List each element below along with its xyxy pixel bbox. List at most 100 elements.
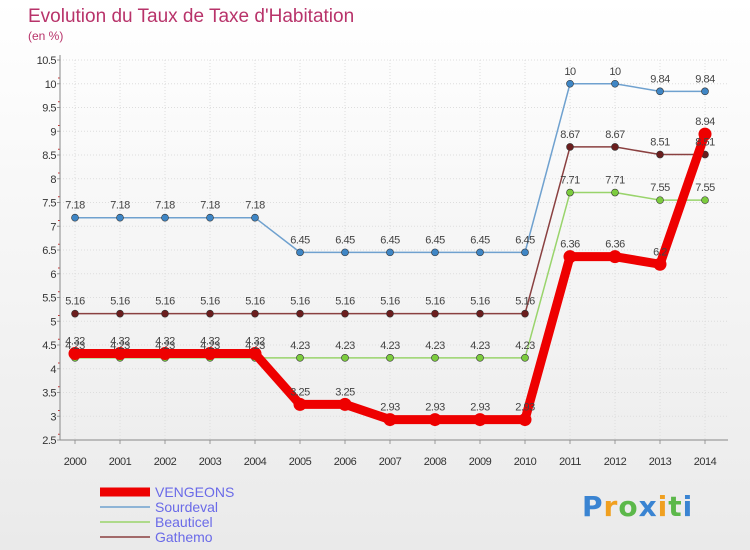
data-point-gathemo bbox=[251, 309, 259, 318]
x-tick-label: 2012 bbox=[604, 456, 627, 468]
y-tick-label: 3 bbox=[50, 411, 56, 423]
y-tick-label: 7.5 bbox=[42, 198, 56, 210]
data-point-gathemo bbox=[386, 309, 394, 318]
x-tick-label: 2013 bbox=[649, 456, 672, 468]
data-label-vengeons: 2.93 bbox=[515, 402, 535, 414]
data-point-sourdeval bbox=[521, 248, 529, 257]
x-tick-label: 2014 bbox=[694, 456, 717, 468]
data-label-vengeons: 2.93 bbox=[470, 402, 490, 414]
data-point-vengeons bbox=[608, 250, 622, 264]
legend-label: Beauticel bbox=[155, 514, 213, 530]
y-tick-label: 4.5 bbox=[42, 340, 56, 352]
data-label-gathemo: 5.16 bbox=[290, 296, 310, 308]
data-label-beauficel: 7.71 bbox=[560, 175, 580, 187]
data-label-vengeons: 2.93 bbox=[425, 402, 445, 414]
y-tick-label: 9 bbox=[50, 126, 56, 138]
x-tick-label: 2002 bbox=[154, 456, 177, 468]
y-tick-label: 5.5 bbox=[42, 293, 56, 305]
data-label-gathemo: 8.51 bbox=[695, 137, 715, 149]
data-point-vengeons bbox=[563, 250, 577, 264]
data-label-beauficel: 4.23 bbox=[470, 340, 490, 352]
data-point-sourdeval bbox=[701, 87, 709, 96]
data-label-sourdeval: 9.84 bbox=[695, 73, 715, 85]
data-label-vengeons: 8.94 bbox=[695, 116, 715, 128]
data-point-sourdeval bbox=[476, 248, 484, 257]
data-label-vengeons: 6.36 bbox=[605, 239, 625, 251]
data-label-gathemo: 5.16 bbox=[380, 296, 400, 308]
y-tick-label: 6 bbox=[50, 269, 56, 281]
data-label-vengeons: 4.32 bbox=[245, 336, 265, 348]
data-label-sourdeval: 6.45 bbox=[380, 234, 400, 246]
data-label-sourdeval: 6.45 bbox=[425, 234, 445, 246]
data-label-beauficel: 4.23 bbox=[110, 340, 130, 352]
legend-label: Sourdeval bbox=[155, 499, 218, 515]
x-tick-label: 2009 bbox=[469, 456, 492, 468]
data-label-gathemo: 5.16 bbox=[65, 296, 85, 308]
data-label-sourdeval: 7.18 bbox=[65, 200, 85, 212]
data-point-beauficel bbox=[296, 354, 304, 362]
x-tick-label: 2008 bbox=[424, 456, 447, 468]
data-point-beauficel bbox=[431, 354, 439, 362]
data-label-sourdeval: 10 bbox=[564, 66, 576, 78]
data-point-beauficel bbox=[341, 354, 349, 362]
data-label-vengeons: 4.32 bbox=[65, 336, 85, 348]
y-tick-label: 5 bbox=[50, 316, 56, 328]
legend-label: Gathemo bbox=[155, 529, 213, 545]
x-tick-label: 2011 bbox=[559, 456, 581, 468]
data-label-vengeons: 4.32 bbox=[200, 336, 220, 348]
data-label-beauficel: 4.23 bbox=[290, 340, 310, 352]
x-tick-label: 2010 bbox=[514, 456, 537, 468]
y-tick-label: 10.5 bbox=[37, 55, 57, 67]
data-point-gathemo bbox=[431, 309, 439, 318]
x-tick-label: 2001 bbox=[109, 456, 132, 468]
data-point-vengeons bbox=[113, 347, 127, 361]
y-tick-label: 10 bbox=[45, 79, 57, 91]
data-label-gathemo: 5.16 bbox=[470, 296, 490, 308]
data-point-sourdeval bbox=[206, 213, 214, 222]
data-label-gathemo: 5.16 bbox=[200, 296, 220, 308]
data-label-gathemo: 8.67 bbox=[560, 129, 580, 141]
data-point-gathemo bbox=[521, 309, 529, 318]
logo-letter: i bbox=[657, 490, 669, 523]
data-label-vengeons: 4.32 bbox=[110, 336, 130, 348]
data-label-sourdeval: 10 bbox=[609, 66, 621, 78]
data-point-beauficel bbox=[521, 354, 529, 362]
logo-letter: o bbox=[618, 490, 639, 523]
data-label-gathemo: 8.67 bbox=[605, 129, 625, 141]
data-point-gathemo bbox=[116, 309, 124, 318]
data-point-vengeons bbox=[473, 413, 487, 427]
data-label-sourdeval: 7.18 bbox=[110, 200, 130, 212]
data-point-sourdeval bbox=[341, 248, 349, 257]
x-tick-label: 2006 bbox=[334, 456, 357, 468]
x-tick-label: 2000 bbox=[64, 456, 87, 468]
data-label-beauficel: 4.23 bbox=[155, 340, 175, 352]
data-point-vengeons bbox=[68, 347, 82, 361]
data-label-gathemo: 5.16 bbox=[425, 296, 445, 308]
data-label-sourdeval: 7.18 bbox=[245, 200, 265, 212]
data-point-beauficel bbox=[566, 188, 574, 197]
data-label-sourdeval: 6.45 bbox=[335, 234, 355, 246]
data-label-beauficel: 7.71 bbox=[605, 175, 625, 187]
logo-letter: r bbox=[603, 490, 619, 523]
data-label-beauficel: 4.23 bbox=[515, 340, 535, 352]
proxiti-logo: Proxiti bbox=[582, 490, 693, 523]
data-labels: 7.18 7.18 7.18 7.18 7.18 6.45 6.45 6.45 6.45 6.45… bbox=[65, 66, 715, 414]
x-tick-label: 2004 bbox=[244, 456, 267, 468]
data-point-vengeons bbox=[338, 397, 352, 411]
data-point-sourdeval bbox=[161, 213, 169, 222]
data-label-beauficel: 4.23 bbox=[65, 340, 85, 352]
logo-letter: i bbox=[682, 490, 694, 523]
x-tick-label: 2005 bbox=[289, 456, 312, 468]
data-point-sourdeval bbox=[431, 248, 439, 257]
data-label-beauficel: 4.23 bbox=[380, 340, 400, 352]
data-label-sourdeval: 6.45 bbox=[470, 234, 490, 246]
data-label-beauficel: 7.55 bbox=[695, 182, 715, 194]
data-point-gathemo bbox=[161, 309, 169, 318]
data-point-sourdeval bbox=[656, 87, 664, 96]
data-label-beauficel: 4.23 bbox=[200, 340, 220, 352]
data-label-gathemo: 5.16 bbox=[155, 296, 175, 308]
data-label-vengeons: 6.2 bbox=[653, 246, 667, 258]
y-tick-label: 8.5 bbox=[42, 150, 56, 162]
data-point-gathemo bbox=[71, 309, 79, 318]
